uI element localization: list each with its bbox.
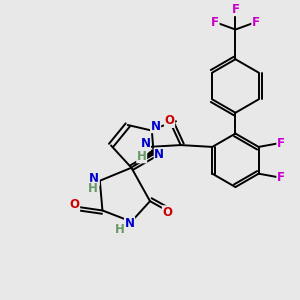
- Text: F: F: [232, 3, 239, 16]
- Text: N: N: [151, 120, 160, 133]
- Polygon shape: [131, 150, 154, 168]
- Text: H: H: [88, 182, 98, 195]
- Text: F: F: [277, 171, 285, 184]
- Text: N: N: [154, 148, 164, 161]
- Text: O: O: [165, 114, 175, 128]
- Text: O: O: [163, 206, 172, 219]
- Text: N: N: [140, 137, 150, 151]
- Text: F: F: [252, 16, 260, 28]
- Text: H: H: [137, 150, 147, 163]
- Text: O: O: [70, 198, 80, 212]
- Text: H: H: [115, 223, 125, 236]
- Text: F: F: [211, 16, 219, 28]
- Text: N: N: [124, 217, 135, 230]
- Text: F: F: [277, 137, 285, 150]
- Text: N: N: [89, 172, 99, 185]
